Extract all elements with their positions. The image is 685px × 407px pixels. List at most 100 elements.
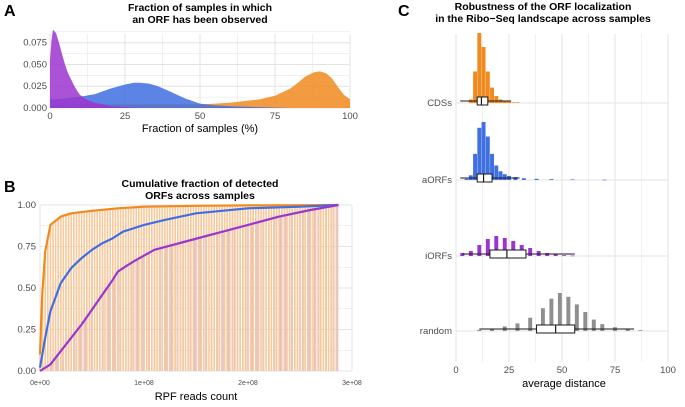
panel-c-title-line-1: Robustness of the ORF localization: [455, 1, 632, 13]
histogram-bar-aORFs: [473, 153, 478, 180]
y-tick-label: 1.00: [18, 200, 37, 211]
panel-c-ridge-chart: Robustness of the ORF localization in the…: [420, 1, 676, 390]
density-area-CDSs: [50, 71, 350, 108]
cdf-line-iORFs: [39, 203, 339, 372]
panel-a-title-line-2: an ORF has been observed: [132, 14, 267, 26]
x-tick-label: 75: [270, 111, 281, 122]
histogram-bar-aORFs: [485, 136, 490, 180]
histogram-bar-aORFs: [477, 127, 482, 180]
panel-b-title-line-2: ORFs across samples: [145, 190, 255, 202]
y-tick-label: 0.00: [18, 366, 37, 377]
histogram-bar-random: [574, 304, 579, 331]
histogram-bar-random: [583, 312, 588, 331]
cdf-line-CDSs: [38, 203, 339, 355]
x-axis-label: RPF reads count: [155, 391, 238, 403]
histogram-bar-aORFs: [521, 178, 526, 180]
x-tick-label: 50: [557, 365, 568, 376]
x-tick-label: 25: [504, 365, 515, 376]
histogram-bar-random: [540, 308, 545, 331]
histogram-bar-aORFs: [602, 179, 607, 181]
boxplot-box-CDSs: [476, 96, 489, 106]
x-tick-label: 75: [610, 365, 621, 376]
histogram-bar-iORFs: [553, 254, 558, 256]
y-tick-label: 0.050: [23, 59, 47, 70]
histogram-bar-aORFs: [498, 171, 503, 180]
histogram-bar-CDSs: [502, 100, 507, 103]
cdf-line-aORFs: [38, 203, 339, 368]
y-tick-label: 0.25: [18, 325, 37, 336]
panel-b-title: Cumulative fraction of detected ORFs acro…: [122, 178, 279, 202]
histogram-bar-CDSs: [485, 71, 490, 103]
panel-b-cumulative-chart: Cumulative fraction of detected ORFs acro…: [18, 178, 362, 403]
histogram-bar-iORFs: [502, 238, 507, 256]
y-tick-label: 0.75: [18, 242, 37, 253]
category-label: random: [420, 326, 452, 337]
histogram-bar-iORFs: [570, 255, 575, 257]
x-axis-label: Fraction of samples (%): [142, 123, 258, 135]
histogram-bar-aORFs: [570, 179, 575, 181]
x-tick-label: 100: [342, 111, 358, 122]
histogram-bar-random: [477, 329, 482, 331]
histogram-bar-CDSs: [481, 47, 486, 103]
histogram-bar-iORFs: [477, 245, 482, 256]
histogram-bar-aORFs: [481, 122, 486, 180]
panel-b-title-line-1: Cumulative fraction of detected: [122, 178, 279, 190]
boxplot-box-aORFs: [476, 173, 493, 183]
histogram-bar-iORFs: [485, 239, 490, 256]
histogram-bar-iORFs: [494, 236, 499, 256]
histogram-bar-random: [600, 324, 605, 331]
category-label: CDSs: [427, 98, 452, 109]
panel-a-density-chart: Fraction of samples in which an ORF has b…: [23, 2, 358, 135]
panel-letter-b: B: [4, 179, 16, 196]
histogram-bar-random: [625, 329, 630, 331]
x-tick-label: 0: [453, 365, 458, 376]
panel-letter-a: A: [4, 3, 16, 20]
panel-c-title: Robustness of the ORF localization in the…: [435, 1, 651, 25]
histogram-bar-CDSs: [477, 33, 482, 103]
panel-a-title-line-1: Fraction of samples in which: [128, 2, 272, 14]
boxplot-box-iORFs: [489, 249, 527, 259]
x-tick-label: 0: [47, 111, 52, 122]
y-tick-label: 0.025: [23, 81, 47, 92]
histogram-bar-iORFs: [528, 248, 533, 256]
histogram-bar-random: [557, 293, 562, 331]
histogram-bar-CDSs: [490, 87, 495, 103]
x-tick-label: 0e+00: [30, 380, 50, 387]
histogram-bar-CDSs: [507, 101, 511, 103]
x-tick-label: 50: [195, 111, 206, 122]
histogram-bar-aORFs: [490, 153, 495, 180]
histogram-bar-CDSs: [515, 102, 520, 103]
histogram-bar-aORFs: [549, 179, 554, 180]
histogram-bar-CDSs: [511, 102, 516, 103]
histogram-bar-random: [638, 330, 643, 331]
panel-a-title: Fraction of samples in which an ORF has b…: [128, 2, 272, 26]
y-tick-label: 0.075: [23, 38, 47, 49]
histogram-bar-random: [515, 323, 520, 331]
x-axis-label: average distance: [522, 378, 606, 390]
x-tick-label: 1e+08: [134, 380, 154, 387]
panel-letter-c: C: [398, 3, 410, 20]
histogram-bar-aORFs: [534, 178, 539, 180]
histogram-bar-CDSs: [473, 71, 478, 103]
histogram-bar-random: [591, 319, 596, 331]
category-label: aORFs: [422, 175, 452, 186]
x-tick-label: 25: [120, 111, 131, 122]
y-tick-label: 0.000: [23, 103, 47, 114]
histogram-bar-random: [490, 328, 495, 331]
histogram-bar-aORFs: [464, 178, 469, 180]
histogram-bar-CDSs: [494, 96, 499, 103]
x-tick-label: 2e+08: [238, 380, 258, 387]
density-area-iORFs: [50, 29, 350, 109]
histogram-bar-iORFs: [511, 241, 516, 256]
panel-c-title-line-2: in the Ribo−Seq landscape across samples: [435, 13, 651, 25]
y-tick-label: 0.50: [18, 283, 37, 294]
histogram-bar-aORFs: [494, 165, 499, 180]
density-area-aORFs: [50, 82, 350, 108]
histogram-bar-random: [566, 296, 571, 331]
category-label: iORFs: [425, 251, 452, 262]
x-tick-label: 3e+08: [342, 380, 362, 387]
histogram-bar-aORFs: [502, 174, 507, 180]
histogram-bar-aORFs: [513, 177, 518, 180]
x-tick-label: 100: [660, 365, 676, 376]
